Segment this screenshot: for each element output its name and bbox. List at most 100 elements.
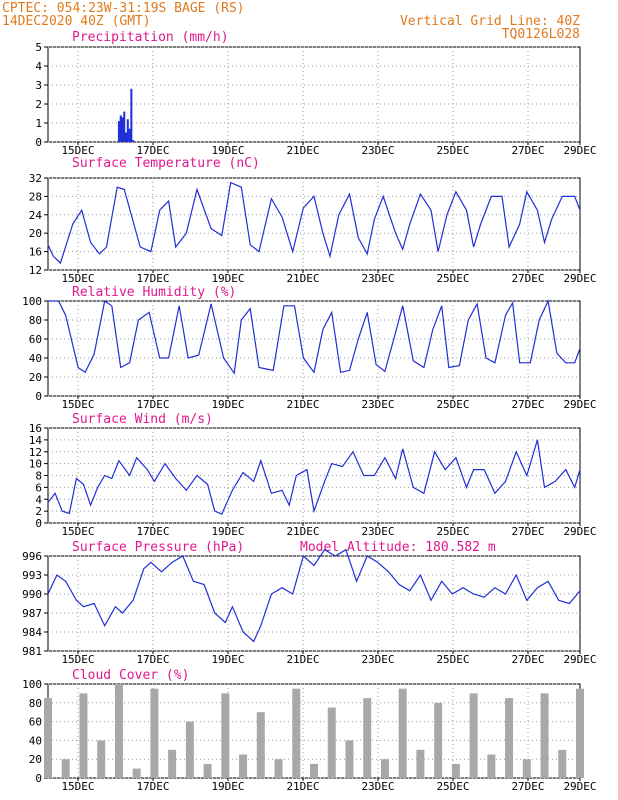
- bar: [380, 759, 389, 778]
- x-tick-label: 19DEC: [211, 144, 244, 157]
- x-tick-label: 19DEC: [211, 653, 244, 666]
- x-tick-label: 21DEC: [286, 525, 319, 538]
- x-tick-label: 23DEC: [361, 272, 394, 285]
- y-tick-label: 5: [35, 41, 42, 54]
- panel-frame: [47, 300, 581, 397]
- bar: [363, 698, 372, 778]
- y-tick-label: 2: [35, 98, 42, 111]
- x-tick-label: 19DEC: [211, 398, 244, 411]
- panel-title: Surface Wind (m/s): [72, 412, 213, 427]
- bar: [132, 768, 141, 778]
- y-tick-label: 0: [35, 517, 42, 530]
- y-tick-label: 20: [29, 227, 42, 240]
- x-tick-label: 17DEC: [136, 525, 169, 538]
- bar: [327, 707, 336, 778]
- bar: [558, 749, 567, 778]
- y-tick-label: 1: [35, 117, 42, 130]
- x-tick-label: 19DEC: [211, 525, 244, 538]
- bar: [61, 759, 70, 778]
- panel-2: 0 20 40 60 80 100 15DEC 17DEC 19DEC 21DEC 23DEC 25D…: [22, 285, 596, 411]
- x-tick-label: 29DEC: [563, 653, 596, 666]
- x-tick-label: 29DEC: [563, 398, 596, 411]
- y-tick-label: 987: [22, 607, 42, 620]
- bar: [130, 88, 133, 142]
- series-line: [47, 548, 581, 643]
- x-tick-label: 15DEC: [61, 272, 94, 285]
- x-tick-label: 25DEC: [436, 780, 469, 793]
- x-tick-label: 21DEC: [286, 144, 319, 157]
- header-model-id: TQ0126L028: [502, 27, 580, 42]
- x-tick-label: 25DEC: [436, 144, 469, 157]
- y-tick-label: 16: [29, 422, 42, 435]
- x-tick-label: 29DEC: [563, 144, 596, 157]
- x-tick-label: 23DEC: [361, 525, 394, 538]
- x-tick-label: 15DEC: [61, 653, 94, 666]
- y-tick-label: 40: [29, 352, 42, 365]
- y-tick-label: 993: [22, 569, 42, 582]
- bar: [168, 749, 177, 778]
- x-tick-label: 27DEC: [511, 144, 544, 157]
- panel-title: Precipitation (mm/h): [72, 30, 229, 45]
- x-tick-label: 25DEC: [436, 272, 469, 285]
- x-tick-label: 23DEC: [361, 144, 394, 157]
- bar: [185, 721, 194, 778]
- x-tick-label: 29DEC: [563, 525, 596, 538]
- bar: [256, 712, 265, 778]
- x-tick-label: 21DEC: [286, 272, 319, 285]
- bar: [451, 763, 460, 778]
- panel-frame: [47, 177, 581, 271]
- x-tick-label: 19DEC: [211, 780, 244, 793]
- x-tick-label: 27DEC: [511, 272, 544, 285]
- bar: [505, 698, 514, 778]
- y-tick-label: 996: [22, 550, 42, 563]
- bar: [239, 754, 248, 778]
- x-tick-label: 27DEC: [511, 653, 544, 666]
- series-line: [48, 299, 581, 375]
- x-tick-label: 17DEC: [136, 780, 169, 793]
- bar: [132, 140, 135, 142]
- bar: [126, 119, 129, 142]
- bar: [292, 688, 301, 778]
- x-tick-label: 21DEC: [286, 398, 319, 411]
- x-tick-label: 23DEC: [361, 653, 394, 666]
- bar: [121, 117, 124, 142]
- bar: [203, 763, 212, 778]
- y-tick-label: 80: [29, 697, 42, 710]
- x-tick-label: 15DEC: [61, 398, 94, 411]
- panel-0: 0 1 2 3 4 5 15DEC 17DEC 19DEC 21DEC 23DEC 25DEC 27DE…: [35, 30, 596, 157]
- header-location: CPTEC: 054:23W-31:19S BAGE (RS): [2, 1, 245, 16]
- x-tick-label: 23DEC: [361, 398, 394, 411]
- bar: [119, 115, 122, 142]
- x-tick-label: 27DEC: [511, 780, 544, 793]
- bar: [540, 693, 549, 778]
- header-vertical-grid: Vertical Grid Line: 40Z: [400, 14, 580, 29]
- y-tick-label: 100: [22, 295, 42, 308]
- x-tick-label: 25DEC: [436, 398, 469, 411]
- y-tick-label: 0: [35, 390, 42, 403]
- bar: [150, 688, 159, 778]
- panel-frame: [47, 46, 581, 143]
- panel-1: 12 16 20 24 28 32 15DEC 17DEC 19DEC 21DEC 23DEC 25D…: [29, 156, 597, 285]
- y-tick-label: 60: [29, 716, 42, 729]
- y-tick-label: 4: [35, 493, 42, 506]
- bar: [345, 740, 354, 778]
- bar: [97, 740, 106, 778]
- y-tick-label: 16: [29, 246, 42, 259]
- y-tick-label: 0: [35, 136, 42, 149]
- x-tick-label: 21DEC: [286, 653, 319, 666]
- x-tick-label: 17DEC: [136, 653, 169, 666]
- x-tick-label: 25DEC: [436, 525, 469, 538]
- x-tick-label: 27DEC: [511, 525, 544, 538]
- x-tick-label: 15DEC: [61, 780, 94, 793]
- y-tick-label: 40: [29, 734, 42, 747]
- y-tick-label: 0: [35, 772, 42, 785]
- bar: [117, 121, 120, 142]
- bar: [79, 693, 88, 778]
- y-tick-label: 10: [29, 458, 42, 471]
- x-tick-label: 15DEC: [61, 525, 94, 538]
- y-tick-label: 100: [22, 678, 42, 691]
- panel-title: Surface Pressure (hPa): [72, 540, 244, 555]
- panel-title: Relative Humidity (%): [72, 285, 236, 300]
